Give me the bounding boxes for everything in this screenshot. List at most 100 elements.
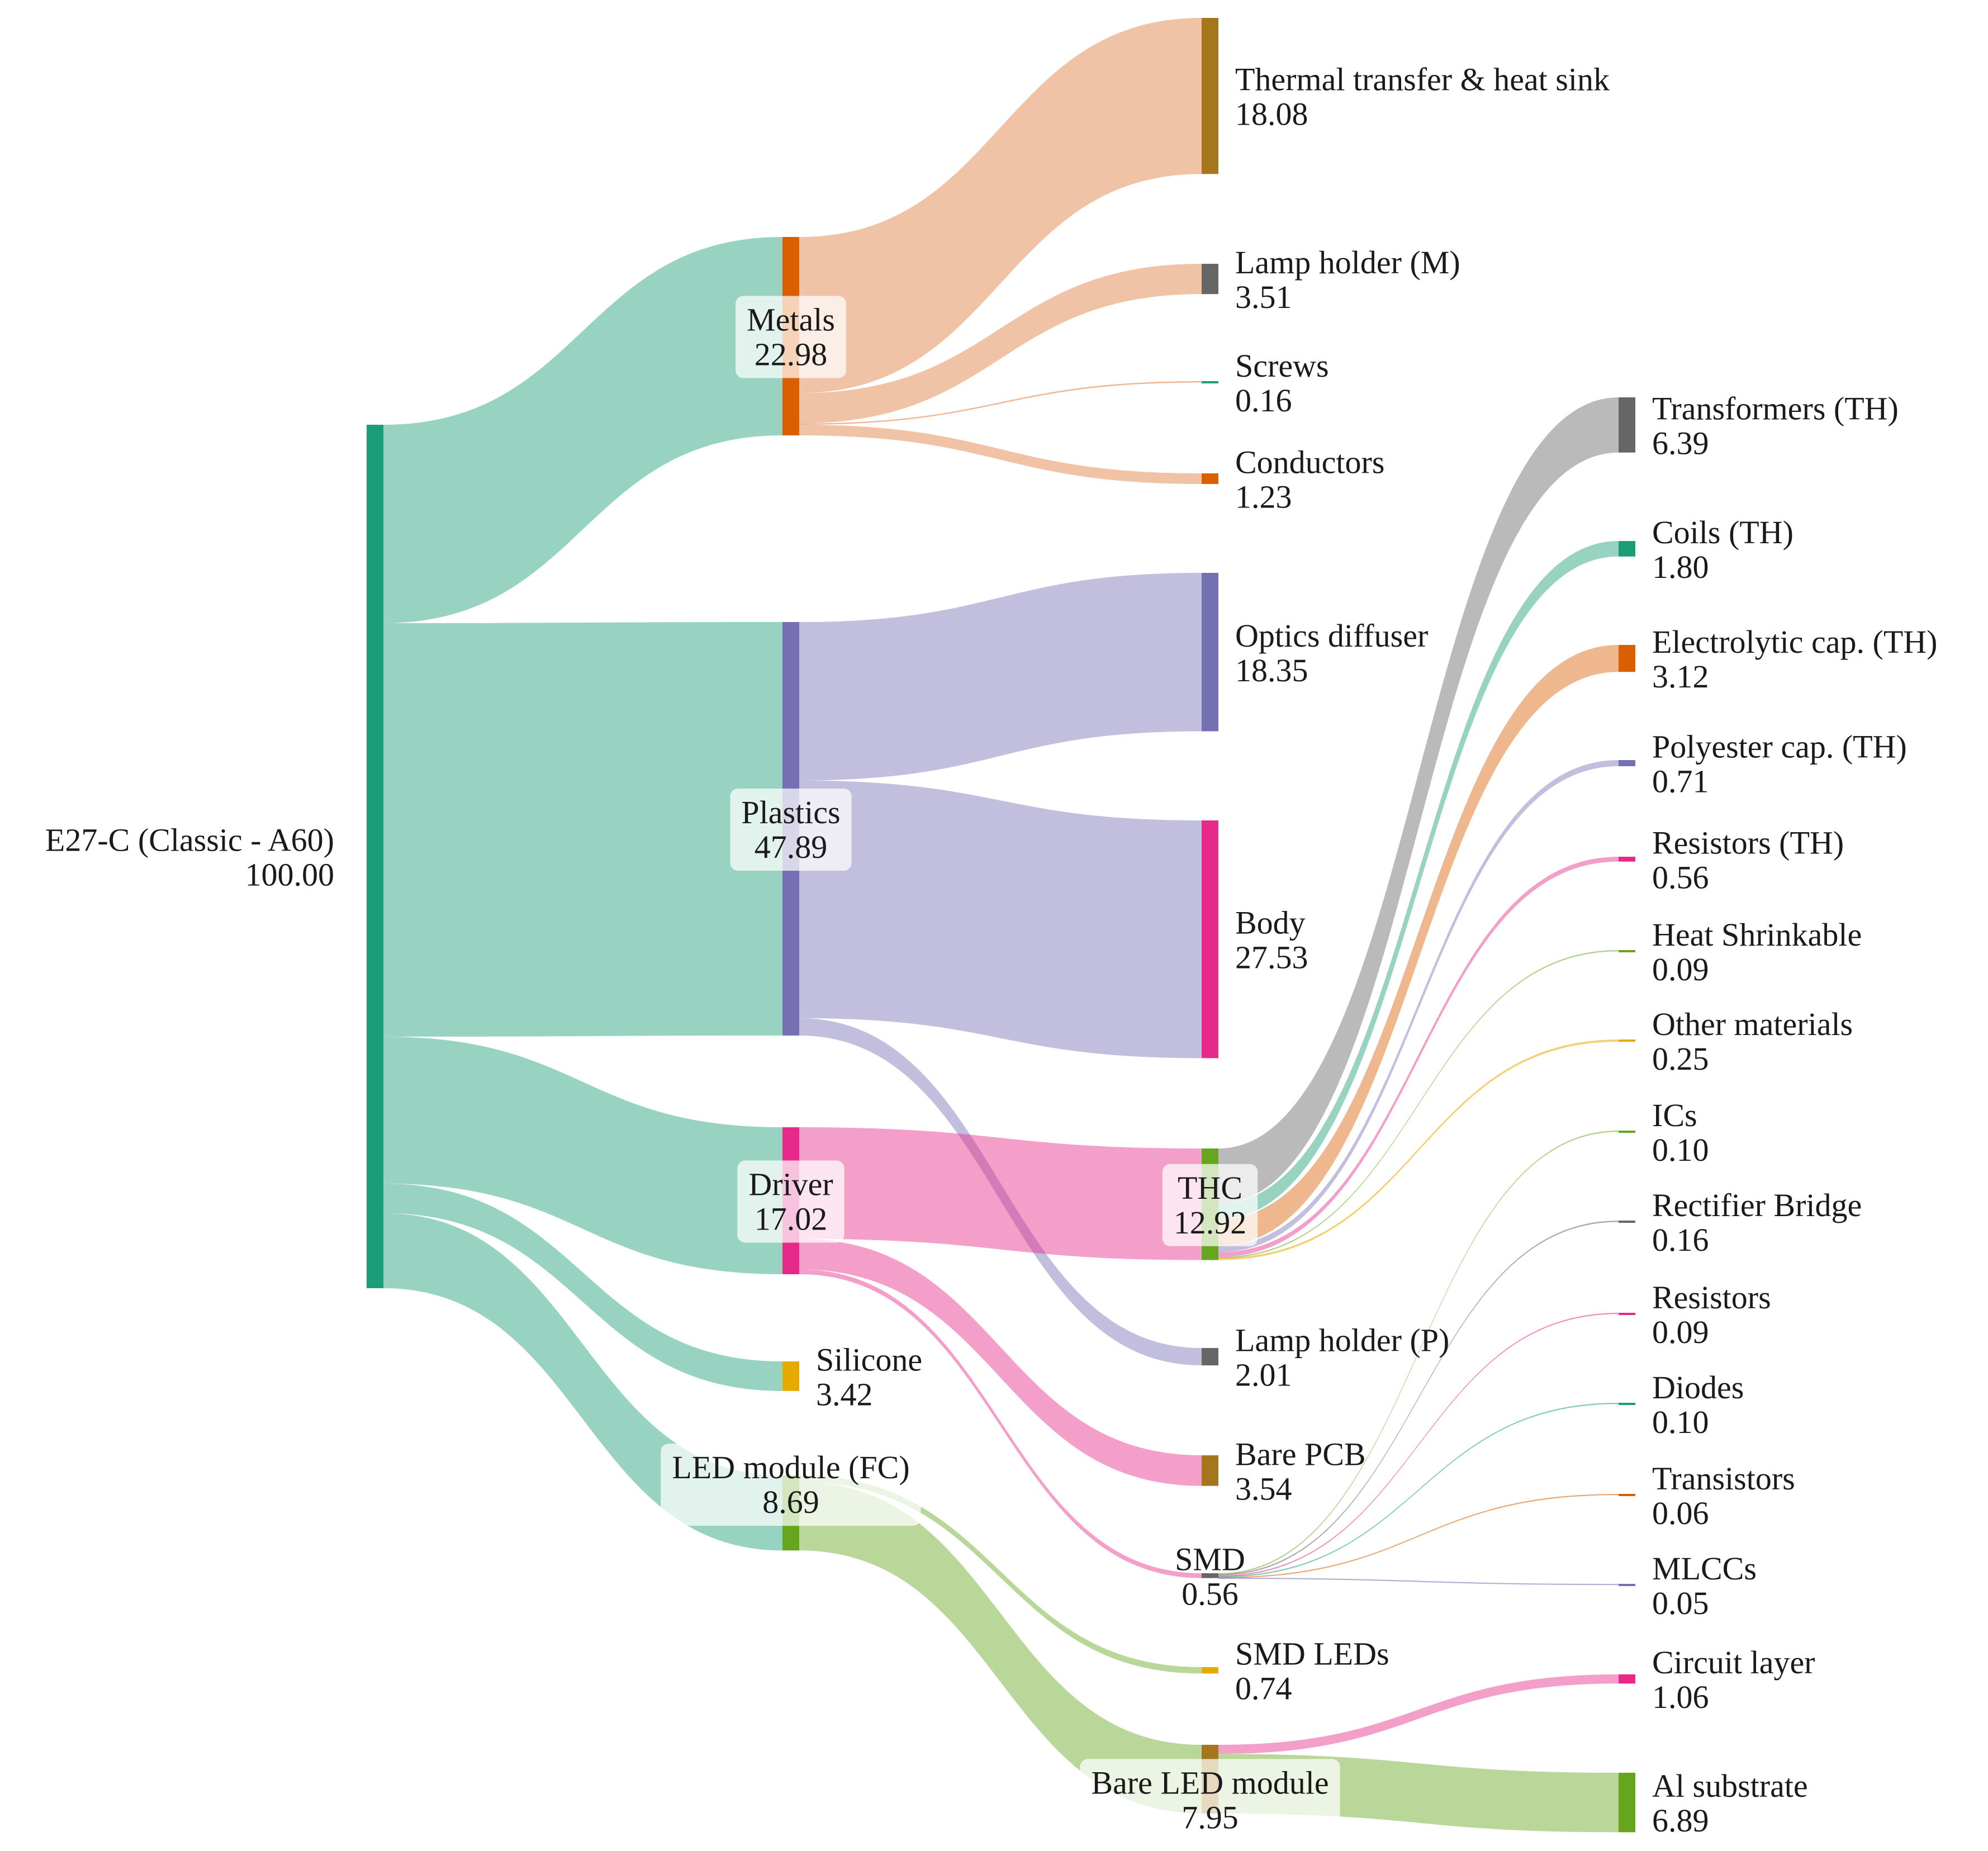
link-metals-to-screws [799, 381, 1202, 425]
label-text-circ: Circuit layer 1.06 [1652, 1644, 1815, 1715]
label-value: 6.89 [1652, 1802, 1709, 1839]
label-root: E27-C (Classic - A60) 100.00 [45, 822, 334, 893]
node-body [1202, 820, 1218, 1059]
link-root-to-driver [383, 1036, 782, 1274]
label-name: Transformers (TH) [1652, 390, 1899, 426]
label-value: 3.54 [1235, 1470, 1292, 1507]
link-plastics-to-lhp [799, 1018, 1202, 1366]
label-pcap: Polyester cap. (TH) 0.71 [1652, 728, 1907, 799]
label-name: Diodes [1652, 1369, 1744, 1406]
label-plastics: Plastics 47.89 [730, 788, 852, 871]
label-name: Resistors (TH) [1652, 824, 1844, 861]
label-text-pcb: Bare PCB 3.54 [1235, 1436, 1366, 1507]
label-text-root: E27-C (Classic - A60) 100.00 [45, 822, 334, 893]
node-ics [1619, 1131, 1635, 1133]
node-pcap [1619, 760, 1635, 766]
label-text-ics: ICs 0.10 [1652, 1097, 1709, 1168]
label-name: Optics diffuser [1235, 618, 1428, 654]
label-other: Other materials 0.25 [1652, 1006, 1853, 1077]
label-text-smdled: SMD LEDs 0.74 [1235, 1636, 1389, 1707]
label-name: THC [1178, 1170, 1242, 1206]
node-res [1619, 1313, 1635, 1315]
label-value: 0.71 [1652, 763, 1709, 799]
label-name: Heat Shrinkable [1652, 917, 1862, 953]
node-mlcc [1619, 1584, 1635, 1586]
label-name: Resistors [1652, 1279, 1771, 1316]
label-name: Coils (TH) [1652, 514, 1794, 550]
label-name: Other materials [1652, 1006, 1853, 1042]
label-value: 6.39 [1652, 425, 1709, 461]
label-value: 27.53 [1235, 939, 1308, 976]
label-body: Body 27.53 [1235, 905, 1308, 976]
label-thc: THC 12.92 [1162, 1164, 1258, 1246]
label-lhp: Lamp holder (P) 2.01 [1235, 1322, 1449, 1393]
label-thermal: Thermal transfer & heat sink 18.08 [1235, 61, 1610, 132]
label-text-optics: Optics diffuser 18.35 [1235, 618, 1428, 689]
label-name: SMD [1175, 1541, 1245, 1577]
label-rect: Rectifier Bridge 0.16 [1652, 1187, 1862, 1258]
label-value: 12.92 [1174, 1204, 1247, 1241]
label-name: Al substrate [1652, 1768, 1808, 1804]
node-al [1619, 1773, 1635, 1833]
link-thc-to-heat [1218, 950, 1619, 1259]
link-thc-to-coils [1218, 541, 1619, 1219]
link-thc-to-ecap [1218, 645, 1619, 1246]
label-text-heat: Heat Shrinkable 0.09 [1652, 917, 1862, 988]
label-background [1080, 1759, 1340, 1841]
label-name: Transistors [1652, 1460, 1795, 1497]
link-smd-to-trans [1218, 1494, 1619, 1579]
label-value: 3.51 [1235, 279, 1292, 315]
label-smd: SMD 0.56 [1175, 1541, 1245, 1612]
node-heat [1619, 950, 1635, 952]
label-ecap: Electrolytic cap. (TH) 3.12 [1652, 624, 1937, 695]
label-name: Screws [1235, 348, 1329, 384]
link-ledmod-to-bareled [799, 1482, 1202, 1814]
label-background [1224, 611, 1440, 694]
label-text-smd: SMD 0.56 [1175, 1541, 1245, 1612]
label-value: 0.74 [1235, 1670, 1292, 1707]
label-ledmod: LED module (FC) 8.69 [661, 1444, 921, 1526]
node-thermal [1202, 18, 1218, 174]
label-value: 100.00 [245, 857, 335, 893]
link-smd-to-res [1218, 1313, 1619, 1577]
label-text-diodes: Diodes 0.10 [1652, 1369, 1744, 1440]
label-value: 0.16 [1235, 382, 1292, 419]
label-background [737, 1160, 844, 1243]
label-text-al: Al substrate 6.89 [1652, 1768, 1808, 1839]
link-smd-to-mlcc [1218, 1577, 1619, 1586]
label-value: 3.12 [1652, 658, 1709, 695]
label-text-ecap: Electrolytic cap. (TH) 3.12 [1652, 624, 1937, 695]
label-trans: Transistors 0.06 [1652, 1460, 1795, 1531]
label-text-screws: Screws 0.16 [1235, 348, 1329, 419]
link-driver-to-smd [799, 1269, 1202, 1578]
node-trans [1619, 1494, 1635, 1496]
node-pcb [1202, 1455, 1218, 1486]
node-optics [1202, 573, 1218, 732]
node-transf [1619, 397, 1635, 453]
label-name: LED module (FC) [672, 1449, 909, 1485]
node-silicone [782, 1361, 799, 1391]
link-driver-to-pcb [799, 1238, 1202, 1486]
node-other [1619, 1040, 1635, 1042]
label-value: 1.06 [1652, 1679, 1709, 1715]
label-cond: Conductors 1.23 [1235, 444, 1384, 515]
label-background [661, 1444, 921, 1526]
label-value: 1.23 [1235, 479, 1292, 515]
label-transf: Transformers (TH) 6.39 [1652, 390, 1899, 461]
label-driver: Driver 17.02 [737, 1160, 844, 1243]
label-name: MLCCs [1652, 1550, 1757, 1587]
link-metals-to-lhm [799, 264, 1202, 424]
label-coils: Coils (TH) 1.80 [1652, 514, 1794, 585]
label-value: 3.42 [816, 1376, 873, 1412]
label-text-thermal: Thermal transfer & heat sink 18.08 [1235, 61, 1610, 132]
node-coils [1619, 541, 1635, 557]
label-silicone: Silicone 3.42 [816, 1341, 922, 1412]
node-diodes [1619, 1403, 1635, 1405]
link-smd-to-diodes [1218, 1403, 1619, 1578]
label-text-driver: Driver 17.02 [748, 1166, 833, 1237]
label-value: 0.10 [1652, 1132, 1709, 1168]
label-text-metals: Metals 22.98 [747, 302, 835, 373]
label-value: 0.56 [1182, 1575, 1239, 1612]
label-heat: Heat Shrinkable 0.09 [1652, 917, 1862, 988]
